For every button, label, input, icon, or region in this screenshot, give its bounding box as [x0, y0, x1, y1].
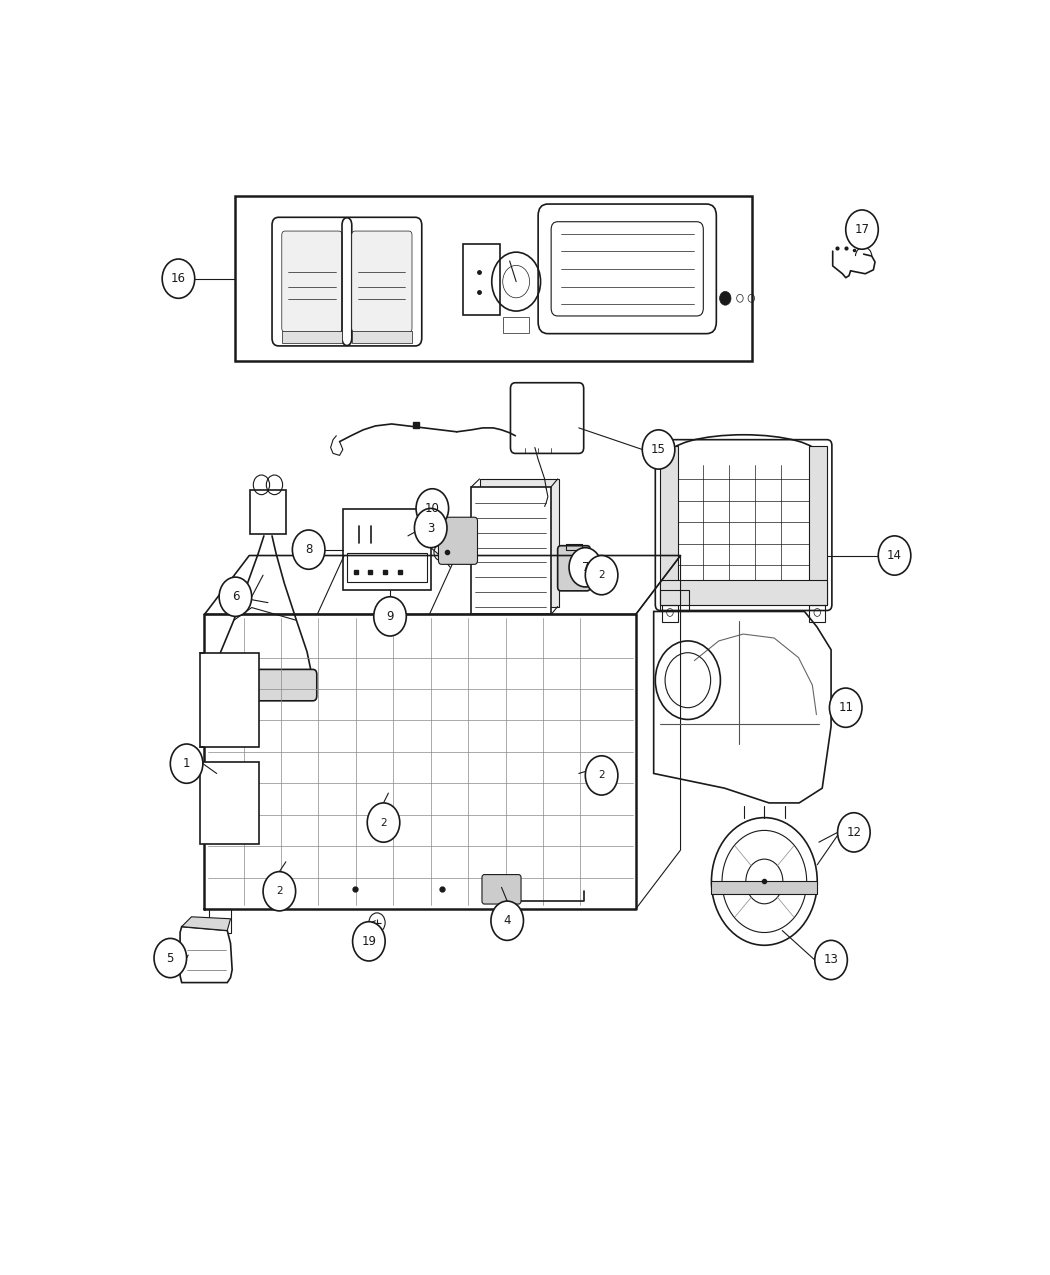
Polygon shape — [181, 927, 232, 983]
Circle shape — [845, 210, 878, 249]
Circle shape — [878, 536, 910, 575]
Circle shape — [292, 530, 324, 569]
Circle shape — [815, 941, 847, 979]
Circle shape — [491, 901, 524, 941]
Circle shape — [368, 803, 400, 843]
Circle shape — [154, 938, 187, 978]
Polygon shape — [205, 556, 680, 909]
FancyBboxPatch shape — [482, 875, 521, 904]
Text: 19: 19 — [361, 935, 376, 947]
Text: 11: 11 — [838, 701, 854, 714]
FancyBboxPatch shape — [343, 510, 430, 590]
FancyBboxPatch shape — [510, 382, 584, 454]
Circle shape — [712, 817, 817, 945]
Circle shape — [374, 597, 406, 636]
Text: 9: 9 — [386, 609, 394, 623]
Circle shape — [415, 509, 447, 548]
FancyBboxPatch shape — [352, 231, 412, 333]
Text: 2: 2 — [380, 817, 386, 827]
FancyBboxPatch shape — [201, 761, 259, 844]
FancyBboxPatch shape — [352, 332, 412, 343]
Text: 13: 13 — [823, 954, 839, 966]
Text: 5: 5 — [167, 951, 174, 964]
Text: 1: 1 — [183, 757, 190, 770]
Text: 2: 2 — [276, 886, 282, 896]
FancyBboxPatch shape — [655, 440, 832, 611]
Polygon shape — [654, 612, 832, 803]
Circle shape — [643, 430, 675, 469]
FancyBboxPatch shape — [439, 518, 478, 565]
Circle shape — [838, 812, 870, 852]
FancyBboxPatch shape — [235, 196, 752, 361]
Text: 17: 17 — [855, 223, 869, 236]
FancyBboxPatch shape — [201, 653, 259, 747]
Text: 4: 4 — [503, 914, 511, 927]
FancyBboxPatch shape — [810, 445, 827, 604]
Text: 7: 7 — [582, 561, 589, 574]
FancyBboxPatch shape — [558, 546, 590, 590]
Circle shape — [447, 548, 455, 557]
Circle shape — [264, 872, 296, 910]
FancyBboxPatch shape — [281, 332, 342, 343]
FancyBboxPatch shape — [281, 231, 342, 333]
Polygon shape — [182, 917, 231, 931]
Text: 6: 6 — [232, 590, 239, 603]
FancyBboxPatch shape — [471, 487, 551, 615]
FancyBboxPatch shape — [712, 881, 817, 894]
Circle shape — [170, 745, 203, 783]
Text: 2: 2 — [598, 770, 605, 780]
Text: 14: 14 — [887, 550, 902, 562]
Text: 8: 8 — [304, 543, 312, 556]
Circle shape — [416, 488, 448, 528]
FancyBboxPatch shape — [660, 580, 827, 604]
Text: 15: 15 — [651, 442, 666, 456]
Circle shape — [719, 292, 731, 305]
FancyBboxPatch shape — [660, 445, 678, 604]
Circle shape — [585, 556, 617, 594]
Circle shape — [569, 548, 602, 586]
Text: 16: 16 — [171, 272, 186, 286]
Circle shape — [353, 922, 385, 961]
Text: 2: 2 — [598, 570, 605, 580]
Text: 10: 10 — [425, 502, 440, 515]
Circle shape — [219, 578, 252, 616]
Circle shape — [585, 756, 617, 796]
Text: 12: 12 — [846, 826, 861, 839]
Text: 3: 3 — [427, 521, 435, 534]
FancyBboxPatch shape — [480, 479, 560, 607]
Circle shape — [830, 688, 862, 727]
Circle shape — [162, 259, 194, 298]
FancyBboxPatch shape — [209, 669, 317, 701]
